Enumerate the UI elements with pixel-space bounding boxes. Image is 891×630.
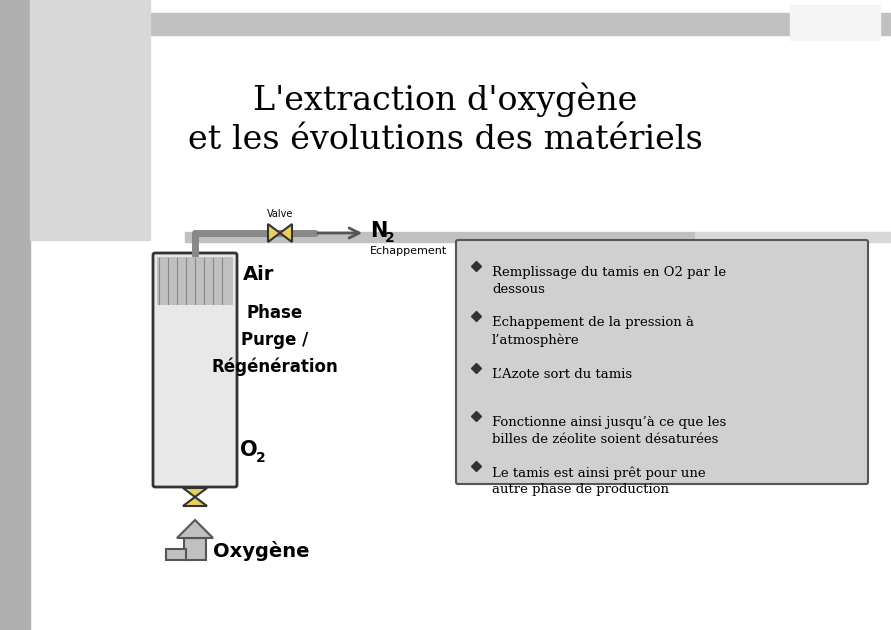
Bar bbox=[695, 232, 891, 242]
Bar bbox=[30, 0, 150, 240]
Bar bbox=[790, 5, 880, 40]
Text: Fonctionne ainsi jusqu’à ce que les
billes de zéolite soient désaturées: Fonctionne ainsi jusqu’à ce que les bill… bbox=[492, 416, 726, 446]
Text: 2: 2 bbox=[256, 451, 266, 465]
Text: Valve: Valve bbox=[266, 209, 293, 219]
Polygon shape bbox=[183, 497, 207, 506]
Polygon shape bbox=[183, 488, 207, 497]
Bar bbox=[166, 549, 186, 560]
Text: Le tamis est ainsi prêt pour une
autre phase de production: Le tamis est ainsi prêt pour une autre p… bbox=[492, 466, 706, 496]
Bar bbox=[184, 538, 206, 560]
Text: et les évolutions des matériels: et les évolutions des matériels bbox=[188, 124, 702, 156]
Text: Remplissage du tamis en O2 par le
dessous: Remplissage du tamis en O2 par le dessou… bbox=[492, 266, 726, 296]
Text: Echappement de la pression à
l’atmosphère: Echappement de la pression à l’atmosphèr… bbox=[492, 316, 694, 346]
Bar bbox=[0, 13, 891, 35]
Text: Phase
Purge /
Régénération: Phase Purge / Régénération bbox=[212, 304, 339, 376]
Text: Oxygène: Oxygène bbox=[213, 541, 309, 561]
Text: Air: Air bbox=[243, 265, 274, 285]
Bar bbox=[157, 257, 233, 305]
Text: L'extraction d'oxygène: L'extraction d'oxygène bbox=[253, 83, 637, 117]
Text: O: O bbox=[240, 440, 257, 460]
Text: Echappement: Echappement bbox=[370, 246, 447, 256]
FancyBboxPatch shape bbox=[456, 240, 868, 484]
Text: 2: 2 bbox=[385, 231, 395, 245]
Bar bbox=[0, 0, 30, 630]
Text: N: N bbox=[370, 221, 388, 241]
Bar bbox=[185, 232, 695, 242]
Polygon shape bbox=[280, 224, 292, 242]
Text: L’Azote sort du tamis: L’Azote sort du tamis bbox=[492, 368, 632, 381]
Polygon shape bbox=[268, 224, 280, 242]
FancyBboxPatch shape bbox=[153, 253, 237, 487]
Polygon shape bbox=[177, 520, 213, 538]
